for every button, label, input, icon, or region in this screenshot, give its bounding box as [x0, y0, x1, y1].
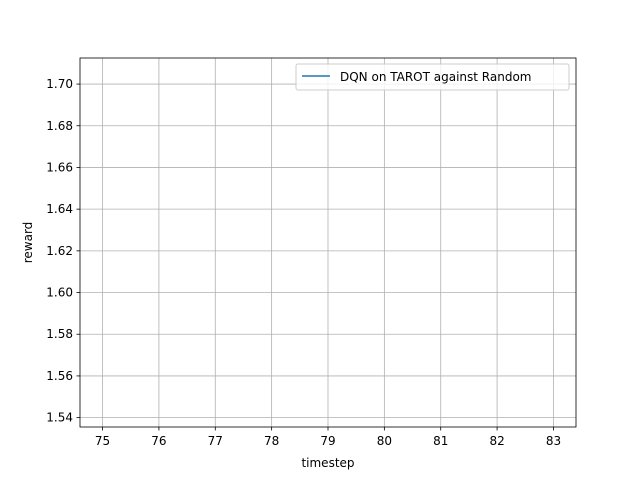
- x-tick-label: 80: [377, 434, 392, 448]
- x-tick-label: 83: [546, 434, 561, 448]
- x-tick-label: 82: [489, 434, 504, 448]
- legend: DQN on TAROT against Random: [295, 63, 570, 91]
- y-tick-label: 1.66: [46, 160, 73, 174]
- y-axis-label: reward: [21, 222, 35, 264]
- legend-label: DQN on TAROT against Random: [340, 70, 532, 84]
- grid-layer: [80, 58, 576, 427]
- y-tick-label: 1.62: [46, 244, 73, 258]
- x-tick-label: 75: [95, 434, 110, 448]
- legend-box: [295, 63, 570, 91]
- y-tick-label: 1.64: [46, 202, 73, 216]
- x-tick-label: 78: [264, 434, 279, 448]
- x-tick-label: 77: [208, 434, 223, 448]
- ticks-layer: 75 76 77 78 79 80 81 82 83 1.54 1.56 1.58 1.60 1.62 1.…: [46, 77, 561, 448]
- y-tick-label: 1.58: [46, 327, 73, 341]
- y-tick-label: 1.56: [46, 369, 73, 383]
- x-tick-label: 81: [433, 434, 448, 448]
- y-tick-label: 1.70: [46, 77, 73, 91]
- y-tick-label: 1.60: [46, 286, 73, 300]
- y-tick-label: 1.68: [46, 119, 73, 133]
- x-axis-label: timestep: [301, 456, 354, 470]
- x-tick-label: 76: [151, 434, 166, 448]
- y-tick-label: 1.54: [46, 411, 73, 425]
- x-tick-label: 79: [320, 434, 335, 448]
